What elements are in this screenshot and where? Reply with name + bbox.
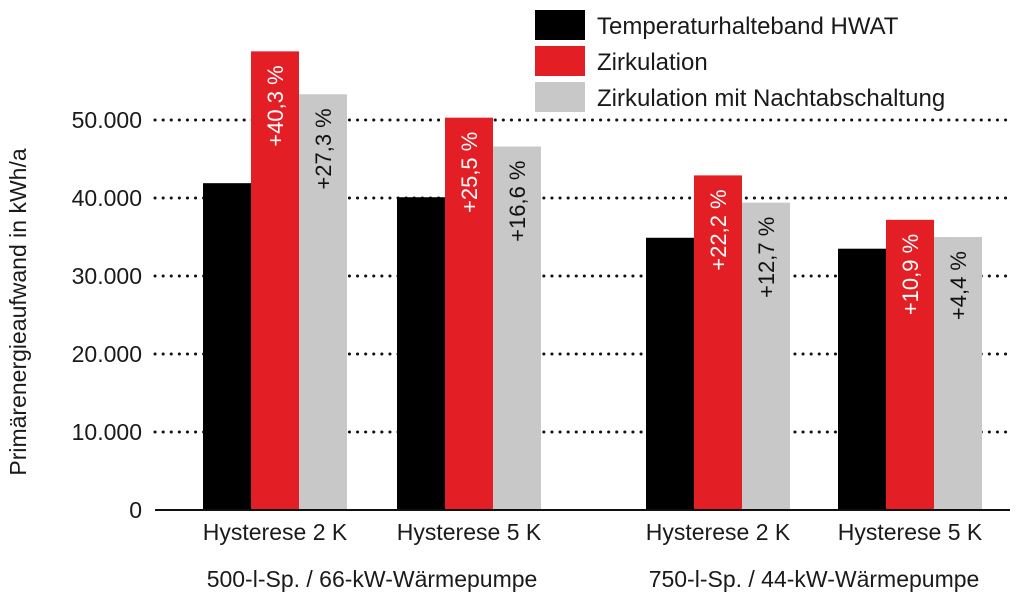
y-axis-label: Primärenergieaufwand in kWh/a xyxy=(5,148,31,475)
legend-label: Zirkulation xyxy=(597,49,708,76)
legend-swatch xyxy=(535,10,585,40)
y-tick-label: 50.000 xyxy=(72,107,142,133)
bar-data-label: +10,9 % xyxy=(898,234,923,315)
bar xyxy=(694,175,742,510)
y-tick-label: 40.000 xyxy=(72,185,142,211)
bar xyxy=(445,117,493,510)
x-axis-categories: Hysterese 2 K Hysterese 5 K Hysterese 2 K H… xyxy=(203,519,983,545)
bar xyxy=(886,219,934,510)
legend-swatch xyxy=(535,82,585,112)
bar-data-label: +22,2 % xyxy=(706,189,731,270)
legend-label: Zirkulation mit Nachtabschaltung xyxy=(597,85,945,112)
bar xyxy=(397,197,445,510)
bar xyxy=(742,202,790,510)
bar-data-label: +16,6 % xyxy=(505,161,530,242)
legend-swatch xyxy=(535,46,585,76)
bar xyxy=(493,146,541,510)
legend-label: Temperaturhalteband HWAT xyxy=(597,13,899,40)
bar xyxy=(299,94,347,510)
bar xyxy=(838,248,886,510)
x-axis-groups: 500-l-Sp. / 66-kW-Wärmepumpe 750-l-Sp. / … xyxy=(207,566,980,592)
x-category-label: Hysterese 5 K xyxy=(838,519,983,545)
bar-data-label: +25,5 % xyxy=(457,132,482,213)
bar xyxy=(251,51,299,511)
x-group-label: 750-l-Sp. / 44-kW-Wärmepumpe xyxy=(649,566,980,592)
x-category-label: Hysterese 2 K xyxy=(203,519,348,545)
y-tick-label: 30.000 xyxy=(72,263,142,289)
x-group-label: 500-l-Sp. / 66-kW-Wärmepumpe xyxy=(207,566,538,592)
bar xyxy=(646,237,694,510)
bar-data-label: +12,7 % xyxy=(754,217,779,298)
bar-data-label: +40,3 % xyxy=(263,65,288,146)
x-category-label: Hysterese 2 K xyxy=(646,519,791,545)
y-tick-label: 20.000 xyxy=(72,341,142,367)
y-tick-label: 10.000 xyxy=(72,419,142,445)
bar-data-label: +4,4 % xyxy=(946,251,971,320)
bars xyxy=(203,51,982,511)
data-labels: +40,3 % +25,5 % +22,2 % +10,9 % +27,3 % +16,6… xyxy=(263,65,971,320)
bar-data-label: +27,3 % xyxy=(311,108,336,189)
y-axis: 0 10.000 20.000 30.000 40.000 50.000 xyxy=(72,107,1010,523)
legend: Temperaturhalteband HWAT Zirkulation Zirku… xyxy=(535,10,945,112)
y-tick-label: 0 xyxy=(129,497,142,523)
bar xyxy=(934,237,982,510)
x-category-label: Hysterese 5 K xyxy=(397,519,542,545)
bar xyxy=(203,183,251,510)
